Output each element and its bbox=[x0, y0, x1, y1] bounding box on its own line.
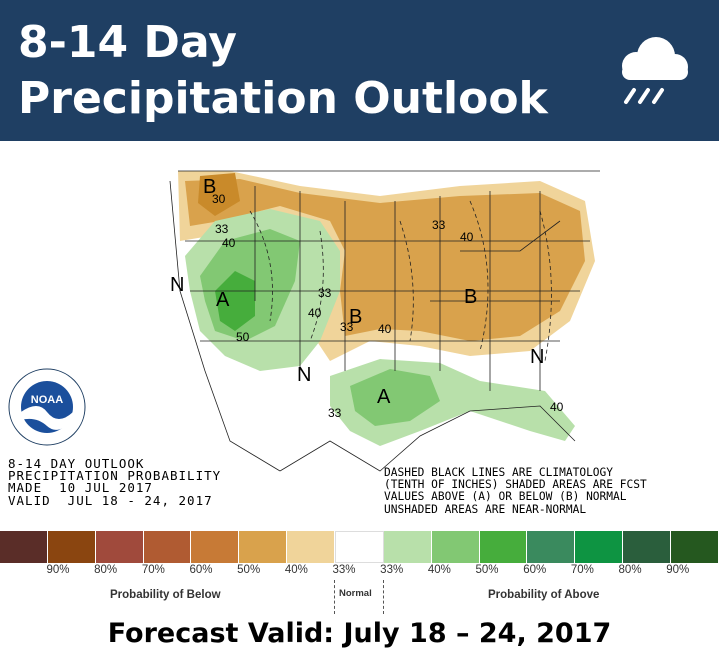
legend-tick: 80% bbox=[94, 564, 118, 576]
below-strong-region-nw bbox=[198, 173, 240, 216]
legend-swatch bbox=[431, 531, 480, 563]
prob-label: 40 bbox=[550, 400, 564, 414]
legend-tick: 50% bbox=[475, 564, 499, 576]
legend-swatch bbox=[671, 531, 719, 563]
header-banner: 8-14 Day Precipitation Outlook bbox=[0, 0, 719, 141]
legend-swatch bbox=[383, 531, 432, 563]
legend-tick: 70% bbox=[570, 564, 594, 576]
normal-divider-left bbox=[334, 580, 335, 614]
above-label: Probability of Above bbox=[488, 589, 600, 601]
info-line: MADE 10 JUL 2017 bbox=[8, 480, 153, 496]
prob-label: 33 bbox=[340, 320, 354, 334]
legend-ticks: 90% 80% 70% 60% 50% 40% 33% 33% 40% 50% 60% 70% 80% 9… bbox=[0, 564, 719, 580]
category-label: N bbox=[530, 346, 544, 368]
legend-tick: 60% bbox=[523, 564, 547, 576]
category-label: N bbox=[170, 274, 184, 296]
legend-swatch bbox=[287, 531, 336, 563]
legend-swatch bbox=[623, 531, 672, 563]
info-line: VALID JUL 18 - 24, 2017 bbox=[8, 492, 213, 508]
legend-tick: 33% bbox=[380, 564, 404, 576]
legend-swatch bbox=[0, 531, 48, 563]
clim-line: VALUES ABOVE (A) OR BELOW (B) NORMAL bbox=[384, 490, 627, 504]
prob-label: 40 bbox=[222, 236, 236, 250]
prob-label: 33 bbox=[432, 218, 446, 232]
boundary-lines bbox=[169, 170, 600, 472]
precipitation-map: 30 33 40 33 40 50 33 40 33 40 33 40 B A … bbox=[169, 170, 600, 472]
legend-swatch bbox=[143, 531, 192, 563]
rain-cloud-icon bbox=[622, 37, 688, 104]
legend-swatch bbox=[47, 531, 96, 563]
above-medium-region-south bbox=[350, 369, 440, 426]
title-line-2: Precipitation Outlook bbox=[18, 73, 548, 124]
legend-tick: 60% bbox=[189, 564, 213, 576]
forecast-valid-footer: Forecast Valid: July 18 – 24, 2017 bbox=[107, 618, 612, 649]
color-legend-bar bbox=[0, 531, 719, 563]
noaa-logo: NOAA bbox=[8, 368, 86, 446]
legend-tick: 90% bbox=[46, 564, 70, 576]
info-line: 8-14 DAY OUTLOOK bbox=[8, 456, 145, 471]
category-label: B bbox=[464, 286, 477, 308]
clim-line: (TENTH OF INCHES) SHADED AREAS ARE FCST bbox=[384, 478, 647, 492]
legend-tick: 33% bbox=[332, 564, 356, 576]
legend-swatch bbox=[335, 531, 384, 563]
legend-swatch bbox=[479, 531, 528, 563]
prob-label: 30 bbox=[212, 192, 226, 206]
prob-label: 33 bbox=[328, 406, 342, 420]
category-label: N bbox=[297, 364, 311, 386]
below-medium-region bbox=[185, 179, 585, 341]
outlook-info: 8-14 DAY OUTLOOK PRECIPITATION PROBABILIT… bbox=[8, 456, 222, 508]
legend-swatch bbox=[95, 531, 144, 563]
above-strong-region-west bbox=[215, 271, 255, 331]
category-label: A bbox=[377, 386, 391, 408]
prob-label: 40 bbox=[378, 322, 392, 336]
noaa-logo-text: NOAA bbox=[31, 394, 63, 406]
legend-tick: 50% bbox=[237, 564, 261, 576]
prob-label: 40 bbox=[308, 306, 322, 320]
legend-tick: 40% bbox=[284, 564, 308, 576]
category-label: A bbox=[216, 289, 230, 311]
legend-tick-spacer bbox=[0, 564, 26, 580]
legend-tick: 90% bbox=[666, 564, 690, 576]
prob-label: 33 bbox=[318, 286, 332, 300]
clim-line: DASHED BLACK LINES ARE CLIMATOLOGY bbox=[384, 466, 614, 479]
climatology-note: DASHED BLACK LINES ARE CLIMATOLOGY (TENTH… bbox=[384, 466, 647, 516]
legend-swatch bbox=[191, 531, 240, 563]
legend-swatch bbox=[527, 531, 576, 563]
legend-tick: 80% bbox=[618, 564, 642, 576]
clim-line: UNSHADED AREAS ARE NEAR-NORMAL bbox=[384, 502, 587, 516]
prob-label: 40 bbox=[460, 230, 474, 244]
legend-tick-spacer bbox=[693, 564, 719, 580]
prob-label: 50 bbox=[236, 330, 250, 344]
legend-swatch bbox=[239, 531, 288, 563]
legend-swatch bbox=[575, 531, 624, 563]
legend-tick: 40% bbox=[427, 564, 451, 576]
normal-label: Normal bbox=[339, 588, 372, 599]
climatology-dashed-lines bbox=[249, 200, 552, 362]
title-line-1: 8-14 Day bbox=[18, 17, 237, 68]
category-label: B bbox=[349, 306, 362, 328]
info-line: PRECIPITATION PROBABILITY bbox=[8, 468, 222, 484]
normal-divider-right bbox=[383, 580, 384, 614]
legend-tick: 70% bbox=[141, 564, 165, 576]
category-label: B bbox=[203, 176, 216, 198]
prob-label: 33 bbox=[215, 222, 229, 236]
below-label: Probability of Below bbox=[110, 589, 221, 601]
